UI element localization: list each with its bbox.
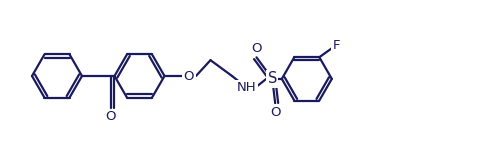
Text: O: O bbox=[251, 42, 262, 55]
Text: F: F bbox=[333, 39, 341, 52]
Text: O: O bbox=[105, 110, 116, 123]
Text: O: O bbox=[184, 70, 194, 83]
Text: S: S bbox=[268, 71, 277, 86]
Text: O: O bbox=[270, 106, 281, 119]
Text: NH: NH bbox=[237, 81, 256, 94]
